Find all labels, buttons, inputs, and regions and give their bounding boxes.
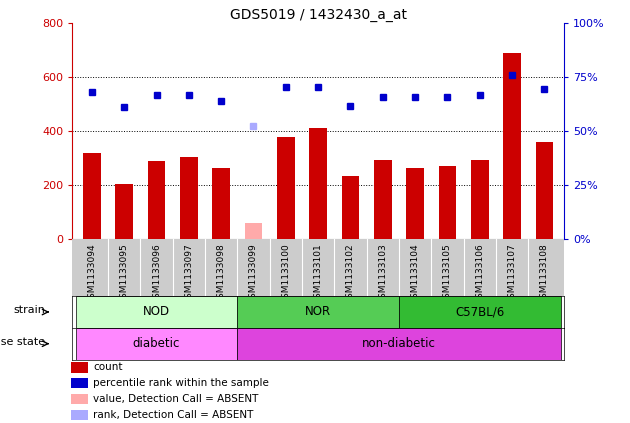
Bar: [471, 160, 489, 239]
Bar: [115, 184, 133, 239]
Bar: [238, 296, 399, 328]
Text: NOR: NOR: [305, 305, 331, 319]
Bar: [71, 363, 88, 373]
Bar: [212, 168, 230, 239]
Bar: [76, 296, 238, 328]
Bar: [406, 168, 424, 239]
Bar: [438, 166, 456, 239]
Bar: [238, 328, 561, 360]
Text: C57BL/6: C57BL/6: [455, 305, 505, 319]
Bar: [399, 296, 561, 328]
Bar: [341, 176, 359, 239]
Bar: [374, 160, 392, 239]
Text: GSM1133108: GSM1133108: [540, 244, 549, 304]
Text: strain: strain: [13, 305, 45, 316]
Text: NOD: NOD: [143, 305, 170, 319]
Bar: [71, 394, 88, 404]
Text: GSM1133098: GSM1133098: [217, 244, 226, 304]
Bar: [76, 328, 238, 360]
Text: GSM1133107: GSM1133107: [508, 244, 517, 304]
Bar: [503, 53, 521, 239]
Text: GSM1133100: GSM1133100: [282, 244, 290, 304]
Text: disease state: disease state: [0, 337, 45, 347]
Text: percentile rank within the sample: percentile rank within the sample: [93, 378, 269, 388]
Bar: [244, 223, 262, 239]
Bar: [180, 157, 198, 239]
Text: value, Detection Call = ABSENT: value, Detection Call = ABSENT: [93, 394, 259, 404]
Text: GSM1133106: GSM1133106: [475, 244, 484, 304]
Text: GSM1133095: GSM1133095: [120, 244, 129, 304]
Bar: [83, 153, 101, 239]
Text: GSM1133094: GSM1133094: [88, 244, 96, 304]
Bar: [71, 378, 88, 388]
Bar: [71, 410, 88, 420]
Text: count: count: [93, 363, 123, 373]
Bar: [309, 129, 327, 239]
Text: GSM1133097: GSM1133097: [185, 244, 193, 304]
Text: non-diabetic: non-diabetic: [362, 337, 436, 350]
Text: GSM1133096: GSM1133096: [152, 244, 161, 304]
Bar: [277, 137, 295, 239]
Text: diabetic: diabetic: [133, 337, 180, 350]
Text: GSM1133102: GSM1133102: [346, 244, 355, 304]
Bar: [147, 161, 166, 239]
Text: GSM1133104: GSM1133104: [411, 244, 420, 304]
Text: rank, Detection Call = ABSENT: rank, Detection Call = ABSENT: [93, 410, 254, 420]
Text: GSM1133105: GSM1133105: [443, 244, 452, 304]
Text: GSM1133101: GSM1133101: [314, 244, 323, 304]
Text: GSM1133099: GSM1133099: [249, 244, 258, 304]
Text: GSM1133103: GSM1133103: [378, 244, 387, 304]
Bar: [536, 143, 553, 239]
Title: GDS5019 / 1432430_a_at: GDS5019 / 1432430_a_at: [230, 8, 406, 22]
